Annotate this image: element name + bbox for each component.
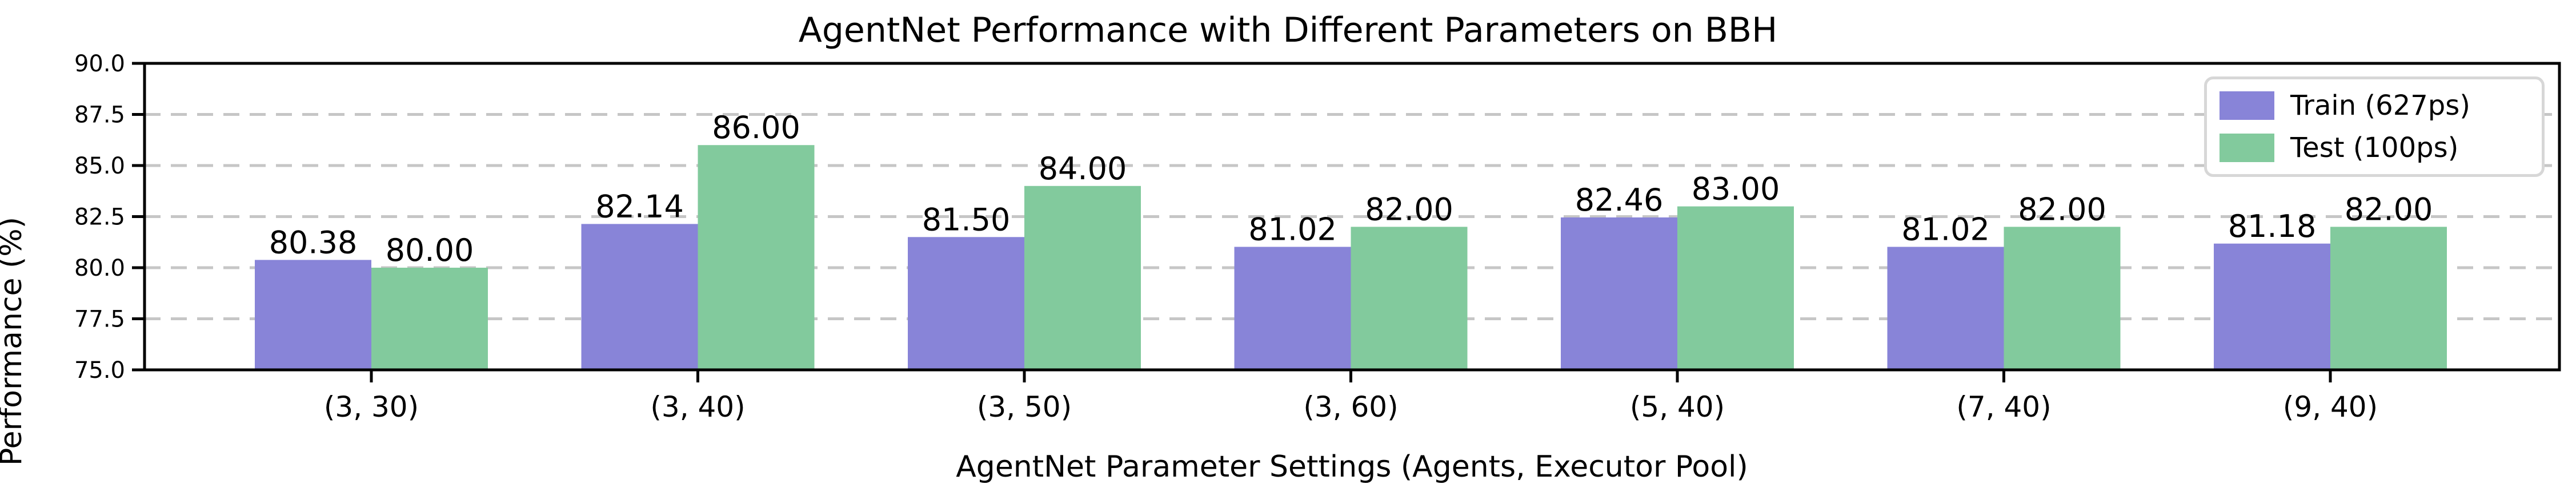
- bar-train-(3, 30): [255, 260, 371, 370]
- bar-value-label: 81.50: [922, 201, 1011, 237]
- bar-value-label: 82.46: [1575, 182, 1664, 218]
- y-tick-label: 77.5: [74, 307, 125, 333]
- x-tick-label: (3, 50): [977, 390, 1072, 424]
- bar-test-(9, 40): [2330, 227, 2447, 370]
- y-tick-label: 82.5: [74, 204, 125, 231]
- x-tick-label: (3, 60): [1303, 390, 1398, 424]
- x-axis-label: AgentNet Parameter Settings (Agents, Exe…: [956, 450, 1748, 484]
- bar-value-label: 83.00: [1692, 171, 1780, 207]
- bar-test-(7, 40): [2004, 227, 2121, 370]
- legend: Train (627ps) Test (100ps): [2204, 76, 2545, 177]
- legend-label-test: Test (100ps): [2290, 132, 2459, 164]
- bar-test-(5, 40): [1677, 206, 1794, 370]
- bar-value-label: 81.18: [2228, 208, 2317, 244]
- bar-test-(3, 40): [698, 145, 815, 370]
- legend-item-test: Test (100ps): [2220, 131, 2542, 165]
- y-tick-label: 75.0: [74, 357, 125, 384]
- bar-train-(3, 40): [581, 224, 698, 370]
- bar-value-label: 82.00: [2018, 191, 2106, 227]
- legend-item-train: Train (627ps): [2220, 88, 2542, 123]
- y-tick-label: 87.5: [74, 102, 125, 128]
- chart-title: AgentNet Performance with Different Para…: [798, 10, 1778, 50]
- y-tick-label: 85.0: [74, 153, 125, 179]
- bar-value-label: 82.14: [595, 188, 684, 224]
- bar-value-label: 84.00: [1039, 151, 1127, 187]
- y-axis-label-text: Performance (%): [0, 216, 29, 466]
- bar-value-label: 86.00: [712, 110, 800, 146]
- bar-value-label: 81.02: [1901, 211, 1990, 247]
- bar-test-(3, 50): [1024, 186, 1141, 370]
- bar-train-(3, 50): [908, 237, 1024, 370]
- x-tick-label: (3, 40): [650, 390, 745, 424]
- bar-train-(3, 60): [1234, 247, 1351, 370]
- bar-train-(9, 40): [2214, 243, 2330, 370]
- bar-value-label: 82.00: [2345, 191, 2433, 227]
- bar-train-(5, 40): [1561, 217, 1677, 370]
- bar-test-(3, 60): [1351, 227, 1468, 370]
- bar-value-label: 80.00: [386, 232, 474, 268]
- x-tick-label: (9, 40): [2283, 390, 2378, 424]
- legend-label-train: Train (627ps): [2290, 90, 2470, 122]
- x-tick-label: (3, 30): [324, 390, 419, 424]
- legend-swatch-test-icon: [2220, 134, 2274, 162]
- y-tick-label: 90.0: [74, 51, 125, 77]
- bar-value-label: 80.38: [269, 224, 358, 260]
- y-tick-label: 80.0: [74, 255, 125, 281]
- bar-value-label: 82.00: [1365, 191, 1453, 227]
- legend-swatch-train-icon: [2220, 91, 2274, 120]
- bar-value-label: 81.02: [1248, 211, 1337, 247]
- bar-test-(3, 30): [371, 268, 488, 370]
- x-tick-label: (7, 40): [1956, 390, 2051, 424]
- x-tick-label: (5, 40): [1630, 390, 1725, 424]
- bar-train-(7, 40): [1887, 247, 2004, 370]
